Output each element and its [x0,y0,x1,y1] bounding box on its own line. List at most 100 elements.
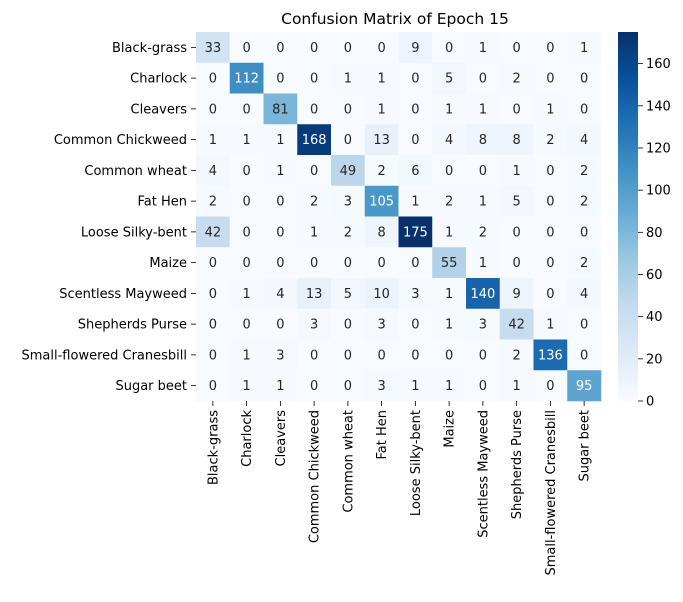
heatmap-cell [466,278,501,310]
cell-value-label: 0 [242,102,250,117]
cell-value-label: 2 [209,195,217,210]
column-tick-label: Scentless Mayweed [476,410,491,538]
heatmap-cell [364,339,399,371]
cell-value-label: 0 [209,379,217,394]
heatmap-cell [263,62,298,94]
heatmap-cell [533,370,568,402]
heatmap-cell [297,278,332,310]
cell-value-label: 140 [470,287,495,302]
cell-value-label: 0 [344,318,352,333]
cell-value-label: 1 [512,379,520,394]
heatmap-cell [196,185,231,217]
cell-value-label: 0 [445,41,453,56]
cell-value-label: 0 [310,164,318,179]
heatmap-cell [229,93,264,125]
cell-value-label: 1 [479,102,487,117]
heatmap-cell [263,308,298,340]
row-tick-label: Common wheat [84,164,187,179]
heatmap-cell [364,155,399,187]
cell-value-label: 0 [377,348,385,363]
heatmap-cell [229,247,264,279]
cell-value-label: 0 [479,348,487,363]
column-tick-label: Charlock [240,410,255,467]
heatmap-cell [567,155,602,187]
heatmap-cell [499,32,534,64]
heatmap-cell [432,308,467,340]
colorbar-tick-label: 120 [646,141,671,156]
cell-value-label: 1 [377,102,385,117]
heatmap-cell [263,370,298,402]
heatmap-cell [432,247,467,279]
row-tick-label: Scentless Mayweed [59,287,187,302]
heatmap-cell [533,93,568,125]
cell-value-label: 0 [580,72,588,87]
heatmap-cell [567,370,602,402]
cell-value-label: 1 [411,379,419,394]
heatmap-cell [567,247,602,279]
cell-value-label: 1 [242,133,250,148]
heatmap-cell [567,339,602,371]
heatmap-cell [229,308,264,340]
heatmap-cell [499,155,534,187]
heatmap-cell [567,278,602,310]
chart-title: Confusion Matrix of Epoch 15 [281,10,509,28]
cell-value-label: 1 [377,72,385,87]
heatmap-cell [466,124,501,156]
cell-value-label: 0 [445,164,453,179]
cell-value-label: 0 [276,195,284,210]
cell-value-label: 3 [344,195,352,210]
cell-value-label: 3 [411,287,419,302]
cell-value-label: 0 [512,102,520,117]
heatmap-cell [466,155,501,187]
heatmap-cell [533,278,568,310]
cell-value-label: 9 [512,287,520,302]
heatmap-cell [364,370,399,402]
row-labels: Black-grass Charlock Cleavers Common Chickw… [22,41,196,394]
cell-value-label: 0 [344,133,352,148]
column-tick-label: Sugar beet [578,410,593,482]
colorbar-tick-label: 80 [646,226,663,241]
cell-value-label: 0 [209,348,217,363]
heatmap-cell [331,308,366,340]
cell-value-label: 42 [508,318,525,333]
cell-value-label: 81 [272,102,289,117]
heatmap-cell [196,93,231,125]
cell-value-label: 0 [580,225,588,240]
cell-value-label: 2 [512,348,520,363]
heatmap-cell [331,32,366,64]
cell-value-label: 175 [403,225,428,240]
cell-value-label: 0 [546,164,554,179]
cell-value-label: 105 [369,195,394,210]
cell-value-label: 0 [344,379,352,394]
heatmap-cell [196,216,231,248]
cell-value-label: 3 [479,318,487,333]
cell-value-label: 5 [344,287,352,302]
cell-value-label: 1 [242,348,250,363]
heatmap-cell [432,278,467,310]
heatmap-cell [364,278,399,310]
heatmap-cell [533,339,568,371]
column-tick-label: Small-flowered Cranesbill [544,410,559,576]
heatmap-cell [297,32,332,64]
heatmap-cell [432,155,467,187]
heatmap-cell [567,216,602,248]
heatmap-cell [533,216,568,248]
heatmap-cell [398,185,433,217]
heatmap-cell [533,32,568,64]
cell-value-label: 0 [411,72,419,87]
cell-value-label: 1 [479,41,487,56]
cell-value-label: 95 [576,379,593,394]
cell-value-label: 0 [209,102,217,117]
cell-value-label: 4 [445,133,453,148]
heatmap-cell [331,216,366,248]
cell-value-label: 1 [479,195,487,210]
column-tick-label: Shepherds Purse [510,410,525,519]
heatmap-cell [533,155,568,187]
column-tick-label: Black-grass [206,410,221,485]
heatmap-cell [263,216,298,248]
column-tick-label: Loose Silky-bent [409,410,424,516]
cell-value-label: 1 [479,256,487,271]
cell-value-label: 1 [546,102,554,117]
cell-value-label: 0 [546,287,554,302]
cell-value-label: 0 [377,41,385,56]
